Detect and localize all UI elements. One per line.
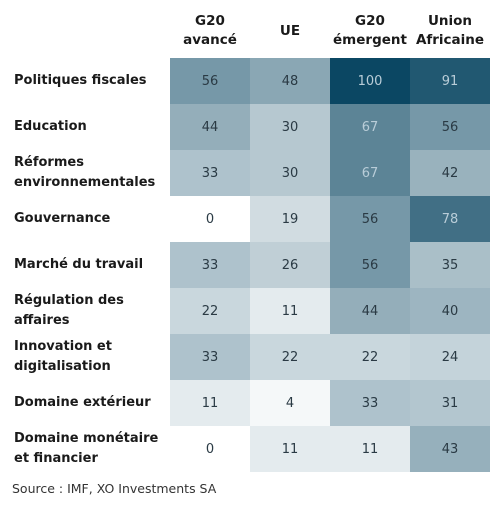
heatmap-cell: 11: [330, 426, 410, 472]
row-label: Régulation des affaires: [14, 293, 124, 328]
row-label: Domaine extérieur: [14, 395, 151, 410]
heatmap-cell: 67: [330, 104, 410, 150]
column-header: UE: [279, 22, 301, 39]
heatmap-cell: 91: [410, 58, 490, 104]
column-header: G20 avancé: [183, 13, 237, 48]
heatmap-cell: 33: [170, 150, 250, 196]
heatmap-cell: 11: [250, 288, 330, 334]
heatmap-cell: 67: [330, 150, 410, 196]
heatmap-cell: 22: [170, 288, 250, 334]
row-label: Réformes environnementales: [14, 155, 156, 190]
row-label: Marché du travail: [14, 257, 144, 272]
heatmap-cell: 44: [330, 288, 410, 334]
heatmap-cell: 24: [410, 334, 490, 380]
heatmap-cell: 48: [250, 58, 330, 104]
heatmap-cell: 56: [170, 58, 250, 104]
heatmap-cell: 22: [250, 334, 330, 380]
row-label: Gouvernance: [14, 211, 111, 226]
heatmap-cell: 56: [410, 104, 490, 150]
column-header: Union Africaine: [415, 13, 485, 48]
heatmap-cell: 35: [410, 242, 490, 288]
row-label: Domaine monétaire et financier: [14, 431, 159, 466]
heatmap-cell: 19: [250, 196, 330, 242]
heatmap-cell: 11: [170, 380, 250, 426]
row-label: Education: [14, 119, 87, 134]
heatmap-cell: 0: [170, 196, 250, 242]
heatmap-cell: 30: [250, 150, 330, 196]
heatmap-cell: 42: [410, 150, 490, 196]
heatmap-cell: 4: [250, 380, 330, 426]
heatmap-cell: 11: [250, 426, 330, 472]
column-header: G20 émergent: [333, 13, 407, 48]
source-note: Source : IMF, XO Investments SA: [12, 481, 217, 496]
heatmap-cell: 78: [410, 196, 490, 242]
heatmap-cell: 44: [170, 104, 250, 150]
heatmap-cell: 43: [410, 426, 490, 472]
row-label: Innovation et digitalisation: [14, 339, 112, 374]
heatmap-cell: 30: [250, 104, 330, 150]
heatmap-cell: 56: [330, 196, 410, 242]
heatmap-cell: 33: [170, 334, 250, 380]
heatmap-cell: 22: [330, 334, 410, 380]
heatmap-cell: 56: [330, 242, 410, 288]
heatmap-cell: 33: [170, 242, 250, 288]
heatmap-cell: 100: [330, 58, 410, 104]
heatmap-cell: 40: [410, 288, 490, 334]
row-label: Politiques fiscales: [14, 73, 147, 88]
heatmap-cell: 33: [330, 380, 410, 426]
heatmap-cell: 31: [410, 380, 490, 426]
heatmap-cell: 0: [170, 426, 250, 472]
heatmap-cell: 26: [250, 242, 330, 288]
